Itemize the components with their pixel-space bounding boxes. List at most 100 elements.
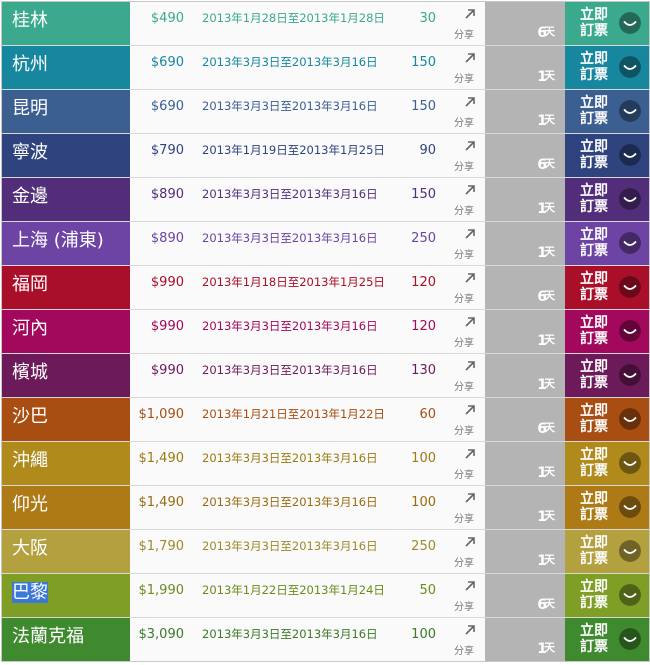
city-name[interactable]: 桂林	[2, 2, 130, 45]
city-label: 福岡	[12, 274, 48, 295]
city-name[interactable]: 金邊	[2, 178, 130, 221]
book-now-label: 立即訂票	[580, 271, 608, 303]
city-name[interactable]: 法蘭克福	[2, 618, 130, 661]
book-now-button[interactable]: 立即訂票	[565, 486, 649, 529]
travel-dates: 2013年3月3日至2013年3月16日	[202, 99, 378, 113]
arrow-up-right-icon[interactable]	[462, 226, 478, 242]
arrow-up-right-icon[interactable]	[462, 358, 478, 374]
book-now-button[interactable]: 立即訂票	[565, 354, 649, 397]
smile-icon	[619, 320, 641, 342]
seat-count: 100	[411, 451, 436, 466]
book-now-button[interactable]: 立即訂票	[565, 222, 649, 265]
book-now-label: 立即訂票	[580, 227, 608, 259]
fare-price: $790	[150, 143, 184, 158]
share-link[interactable]: 分享	[454, 118, 474, 129]
city-name[interactable]: 大阪	[2, 530, 130, 573]
share-link[interactable]: 分享	[454, 162, 474, 173]
city-name[interactable]: 檳城	[2, 354, 130, 397]
book-now-button[interactable]: 立即訂票	[565, 530, 649, 573]
city-name[interactable]: 巴黎	[2, 574, 130, 617]
book-now-button[interactable]: 立即訂票	[565, 310, 649, 353]
city-label: 昆明	[12, 98, 48, 119]
smile-icon	[619, 364, 641, 386]
book-now-button[interactable]: 立即訂票	[565, 178, 649, 221]
share-link[interactable]: 分享	[454, 294, 474, 305]
book-now-label: 立即訂票	[580, 447, 608, 479]
share-link[interactable]: 分享	[454, 250, 474, 261]
days-unit: 天	[544, 69, 555, 82]
book-now-label: 立即訂票	[580, 359, 608, 391]
fare-price: $890	[150, 231, 184, 246]
book-now-label: 立即訂票	[580, 7, 608, 39]
book-now-button[interactable]: 立即訂票	[565, 618, 649, 661]
city-name[interactable]: 沙巴	[2, 398, 130, 441]
fare-row: 仰光 $1,490 2013年3月3日至2013年3月16日 100 分享 1 天立即訂票	[2, 486, 649, 530]
seat-count: 50	[419, 583, 436, 598]
city-name[interactable]: 昆明	[2, 90, 130, 133]
arrow-up-right-icon[interactable]	[462, 622, 478, 638]
days-unit: 天	[544, 509, 555, 522]
city-name[interactable]: 仰光	[2, 486, 130, 529]
share-link[interactable]: 分享	[454, 602, 474, 613]
book-now-button[interactable]: 立即訂票	[565, 134, 649, 177]
book-now-button[interactable]: 立即訂票	[565, 46, 649, 89]
arrow-up-right-icon[interactable]	[462, 314, 478, 330]
fare-price: $690	[150, 99, 184, 114]
arrow-up-right-icon[interactable]	[462, 402, 478, 418]
city-name[interactable]: 河內	[2, 310, 130, 353]
book-now-button[interactable]: 立即訂票	[565, 90, 649, 133]
share-link[interactable]: 分享	[454, 74, 474, 85]
arrow-up-right-icon[interactable]	[462, 138, 478, 154]
city-name[interactable]: 上海 (浦東)	[2, 222, 130, 265]
share-link[interactable]: 分享	[454, 646, 474, 657]
city-label: 檳城	[12, 362, 48, 383]
book-now-button[interactable]: 立即訂票	[565, 574, 649, 617]
book-now-button[interactable]: 立即訂票	[565, 442, 649, 485]
share-link[interactable]: 分享	[454, 514, 474, 525]
arrow-up-right-icon[interactable]	[462, 94, 478, 110]
seat-count: 60	[419, 407, 436, 422]
city-name[interactable]: 寧波	[2, 134, 130, 177]
city-label: 桂林	[12, 10, 48, 31]
book-now-label: 立即訂票	[580, 491, 608, 523]
share-link[interactable]: 分享	[454, 206, 474, 217]
city-name[interactable]: 福岡	[2, 266, 130, 309]
smile-icon	[619, 144, 641, 166]
smile-icon	[619, 100, 641, 122]
days-unit: 天	[544, 245, 555, 258]
fare-price: $690	[150, 55, 184, 70]
fare-row: 福岡 $990 2013年1月18日至2013年1月25日 120 分享 6 天立即訂票	[2, 266, 649, 310]
arrow-up-right-icon[interactable]	[462, 6, 478, 22]
city-name[interactable]: 沖繩	[2, 442, 130, 485]
share-link[interactable]: 分享	[454, 382, 474, 393]
arrow-up-right-icon[interactable]	[462, 534, 478, 550]
city-name[interactable]: 杭州	[2, 46, 130, 89]
arrow-up-right-icon[interactable]	[462, 446, 478, 462]
arrow-up-right-icon[interactable]	[462, 578, 478, 594]
seat-count: 120	[411, 319, 436, 334]
fare-price: $890	[150, 187, 184, 202]
book-now-button[interactable]: 立即訂票	[565, 2, 649, 45]
arrow-up-right-icon[interactable]	[462, 490, 478, 506]
days-unit: 天	[544, 421, 555, 434]
book-now-label: 立即訂票	[580, 623, 608, 655]
fare-row: 巴黎 $1,990 2013年1月22日至2013年1月24日 50 分享 6 天立即訂票	[2, 574, 649, 618]
share-link[interactable]: 分享	[454, 470, 474, 481]
share-link[interactable]: 分享	[454, 426, 474, 437]
fare-row: 沖繩 $1,490 2013年3月3日至2013年3月16日 100 分享 1 天立即訂票	[2, 442, 649, 486]
book-now-button[interactable]: 立即訂票	[565, 398, 649, 441]
fare-price: $990	[150, 363, 184, 378]
share-link[interactable]: 分享	[454, 558, 474, 569]
travel-dates: 2013年3月3日至2013年3月16日	[202, 319, 378, 333]
city-label: 法蘭克福	[12, 626, 84, 647]
fare-row: 昆明 $690 2013年3月3日至2013年3月16日 150 分享 1 天立即訂票	[2, 90, 649, 134]
book-now-button[interactable]: 立即訂票	[565, 266, 649, 309]
share-link[interactable]: 分享	[454, 338, 474, 349]
share-link[interactable]: 分享	[454, 30, 474, 41]
travel-dates: 2013年3月3日至2013年3月16日	[202, 187, 378, 201]
arrow-up-right-icon[interactable]	[462, 270, 478, 286]
days-number: 6	[537, 157, 547, 173]
arrow-up-right-icon[interactable]	[462, 50, 478, 66]
arrow-up-right-icon[interactable]	[462, 182, 478, 198]
